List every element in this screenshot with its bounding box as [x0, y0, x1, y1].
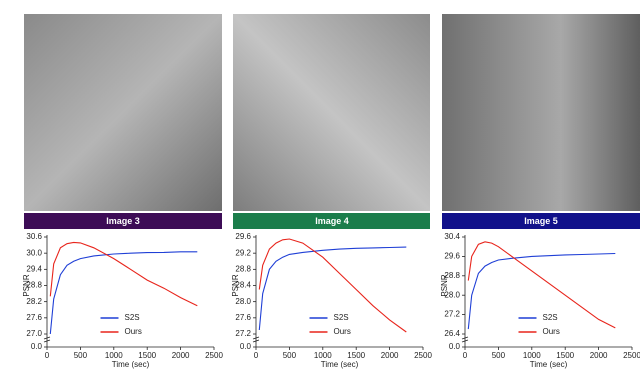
series-line [258, 246, 407, 331]
x-tick-label: 1000 [523, 351, 541, 360]
x-axis-label: Time (sec) [321, 360, 359, 369]
y-tick-label: 29.2 [235, 248, 251, 257]
legend-label: S2S [334, 313, 349, 322]
axis-break [461, 336, 469, 343]
y-tick-label: 29.6 [444, 252, 460, 261]
axis-break [43, 336, 51, 343]
x-tick-label: 500 [492, 351, 506, 360]
x-tick-label: 2000 [172, 351, 190, 360]
x-tick-label: 1000 [314, 351, 332, 360]
axis-break [252, 336, 260, 343]
series-line [467, 241, 616, 329]
chart-title: Image 5 [524, 216, 558, 226]
legend-label: Ours [334, 327, 351, 336]
legend-label: S2S [543, 313, 558, 322]
photo [233, 14, 430, 211]
y-tick-label: 27.6 [26, 313, 42, 322]
y-tick-label: 28.8 [26, 281, 42, 290]
chart-title: Image 4 [315, 216, 349, 226]
y-tick-label: 29.6 [235, 232, 251, 241]
photo [24, 14, 222, 211]
y-tick-label: 28.4 [235, 281, 251, 290]
title-bar [442, 213, 640, 229]
x-tick-label: 0 [45, 351, 50, 360]
series-line [49, 251, 198, 335]
y-tick-label: 0.0 [240, 342, 252, 351]
x-axis-label: Time (sec) [530, 360, 568, 369]
y-axis-label: PSNR [231, 274, 240, 296]
x-axis-label: Time (sec) [112, 360, 150, 369]
x-tick-label: 500 [283, 351, 297, 360]
x-tick-label: 1500 [347, 351, 365, 360]
x-tick-label: 2000 [381, 351, 399, 360]
y-tick-label: 0.0 [449, 342, 461, 351]
y-tick-label: 28.0 [235, 297, 251, 306]
x-tick-label: 1000 [105, 351, 123, 360]
x-tick-label: 2500 [414, 351, 432, 360]
y-tick-label: 27.6 [235, 313, 251, 322]
y-axis-label: PSNR [440, 274, 449, 296]
x-tick-label: 500 [74, 351, 88, 360]
title-bar [233, 213, 430, 229]
y-tick-label: 28.8 [235, 264, 251, 273]
series-line [49, 241, 198, 307]
x-tick-label: 2500 [623, 351, 640, 360]
y-tick-label: 30.0 [26, 248, 42, 257]
y-tick-label: 28.8 [444, 271, 460, 280]
title-bar [24, 213, 222, 229]
y-tick-label: 27.2 [444, 310, 460, 319]
y-tick-label: 27.0 [26, 329, 42, 338]
x-tick-label: 2000 [590, 351, 608, 360]
y-tick-label: 30.6 [26, 232, 42, 241]
photo [442, 14, 640, 211]
y-tick-label: 28.0 [444, 290, 460, 299]
y-tick-label: 0.0 [31, 342, 43, 351]
y-tick-label: 28.2 [26, 297, 42, 306]
y-axis-label: PSNR [22, 274, 31, 296]
x-tick-label: 2500 [205, 351, 223, 360]
legend-label: Ours [125, 327, 142, 336]
x-tick-label: 1500 [556, 351, 574, 360]
chart-title: Image 3 [106, 216, 140, 226]
legend-label: Ours [543, 327, 560, 336]
x-tick-label: 1500 [138, 351, 156, 360]
y-tick-label: 26.4 [444, 329, 460, 338]
y-tick-label: 30.4 [444, 232, 460, 241]
series-line [467, 252, 616, 330]
y-tick-label: 27.2 [235, 329, 251, 338]
y-tick-label: 29.4 [26, 264, 42, 273]
series-line [258, 238, 407, 333]
x-tick-label: 0 [254, 351, 259, 360]
x-tick-label: 0 [463, 351, 468, 360]
legend-label: S2S [125, 313, 140, 322]
